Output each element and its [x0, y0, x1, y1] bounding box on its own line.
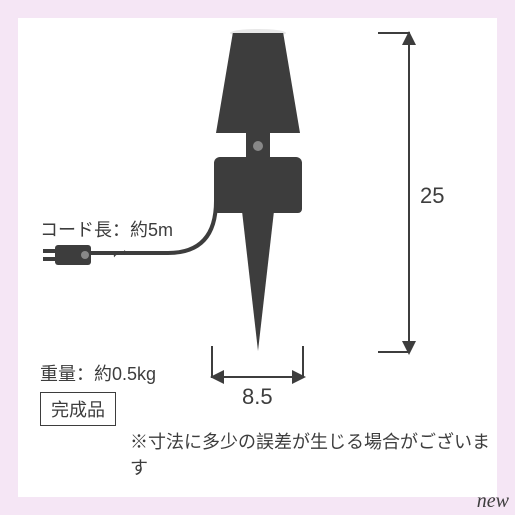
- cord-length-label: コード長：約5m: [40, 216, 173, 242]
- light-base: [214, 157, 302, 213]
- watermark-text: new: [477, 490, 509, 513]
- power-plug: [43, 245, 91, 265]
- ground-spike: [242, 211, 274, 351]
- dimension-disclaimer: ※寸法に多少の誤差が生じる場合がございます: [130, 428, 497, 480]
- joint-pivot: [253, 141, 263, 151]
- product-status-badge: 完成品: [40, 392, 116, 426]
- height-value: 25: [420, 183, 444, 209]
- height-dimension: 25: [388, 33, 428, 353]
- weight-label: 重量：約0.5kg: [40, 360, 156, 386]
- light-head: [216, 33, 300, 133]
- width-value: 8.5: [242, 384, 273, 410]
- product-illustration: ≀: [138, 33, 378, 373]
- diagram-container: ≀ 25 8.5 コード長：約5m 重量：約0.5kg 完成品 ※寸法に多少の誤…: [18, 18, 497, 497]
- width-dimension: 8.5: [212, 356, 304, 396]
